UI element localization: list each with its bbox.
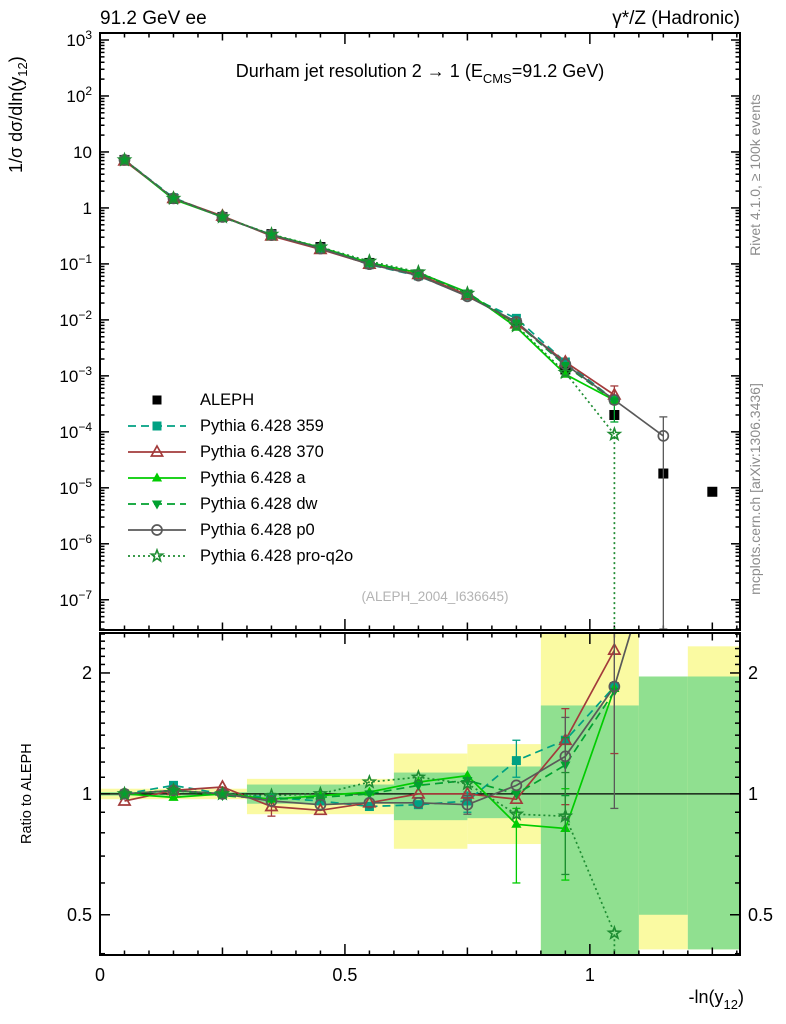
legend-item-label: Pythia 6.428 dw: [200, 494, 318, 513]
y-axis-title-ratio: Ratio to ALEPH: [19, 743, 35, 844]
legend-marker-sample: [128, 421, 186, 431]
svg-text:10−7: 10−7: [59, 588, 92, 610]
legend-marker-sample: [128, 524, 186, 536]
svg-text:1: 1: [82, 784, 92, 804]
svg-text:0.5: 0.5: [67, 905, 92, 925]
svg-text:0: 0: [95, 965, 105, 985]
svg-text:10−4: 10−4: [59, 420, 92, 442]
header-process: γ*/Z (Hadronic): [612, 8, 740, 29]
svg-text:10−1: 10−1: [59, 252, 92, 274]
legend-item: Pythia 6.428 359: [126, 413, 353, 439]
legend-marker-sample: [128, 444, 186, 457]
legend-marker-sample: [128, 548, 186, 563]
svg-text:1: 1: [83, 199, 92, 218]
mcplots-credit: mcplots.cern.ch [arXiv:1306.3436]: [747, 383, 763, 595]
ratio-uncertainty-bands: [100, 633, 740, 955]
rivet-version-note: Rivet 4.1.0, ≥ 100k events: [747, 94, 763, 256]
legend: ALEPH Pythia 6.428 359 Pythia 6.428 370 Pyt…: [126, 387, 353, 569]
legend-item: Pythia 6.428 370: [126, 439, 353, 465]
chart-series: [116, 151, 718, 955]
analysis-watermark: (ALEPH_2004_I636645): [361, 589, 508, 604]
legend-item: Pythia 6.428 pro-q2o: [126, 543, 353, 569]
y-axis-title-main: 1/σ dσ/dln(y12): [6, 56, 30, 173]
svg-text:10−3: 10−3: [59, 364, 92, 386]
legend-item: Pythia 6.428 p0: [126, 517, 353, 543]
svg-text:2: 2: [748, 663, 758, 683]
legend-item: ALEPH: [126, 387, 353, 413]
svg-text:10−2: 10−2: [59, 308, 92, 330]
svg-text:10−5: 10−5: [59, 476, 92, 498]
legend-item: Pythia 6.428 a: [126, 465, 353, 491]
svg-text:1: 1: [585, 965, 595, 985]
panel-frames: [99, 32, 741, 956]
svg-text:2: 2: [82, 663, 92, 683]
legend-item-label: ALEPH: [200, 390, 255, 409]
svg-text:0.5: 0.5: [332, 965, 357, 985]
svg-text:10−6: 10−6: [59, 532, 92, 554]
svg-text:103: 103: [66, 28, 92, 50]
svg-text:102: 102: [66, 84, 92, 106]
svg-text:1: 1: [748, 784, 758, 804]
legend-item-label: Pythia 6.428 p0: [200, 520, 315, 539]
legend-item: Pythia 6.428 dw: [126, 491, 353, 517]
svg-text:10: 10: [73, 143, 92, 162]
legend-item-label: Pythia 6.428 pro-q2o: [200, 546, 354, 565]
legend-marker-sample: [128, 500, 186, 510]
legend-marker-sample: [152, 395, 162, 405]
header-beam-energy: 91.2 GeV ee: [100, 8, 207, 29]
svg-text:0.5: 0.5: [748, 905, 773, 925]
legend-item-label: Pythia 6.428 359: [200, 416, 324, 435]
legend-marker-sample: [128, 472, 186, 482]
legend-item-label: Pythia 6.428 a: [200, 468, 306, 487]
plot-title: Durham jet resolution 2 → 1 (ECMS=91.2 G…: [236, 61, 605, 86]
x-axis-title: -ln(y12): [689, 987, 744, 1012]
legend-item-label: Pythia 6.428 370: [200, 442, 324, 461]
